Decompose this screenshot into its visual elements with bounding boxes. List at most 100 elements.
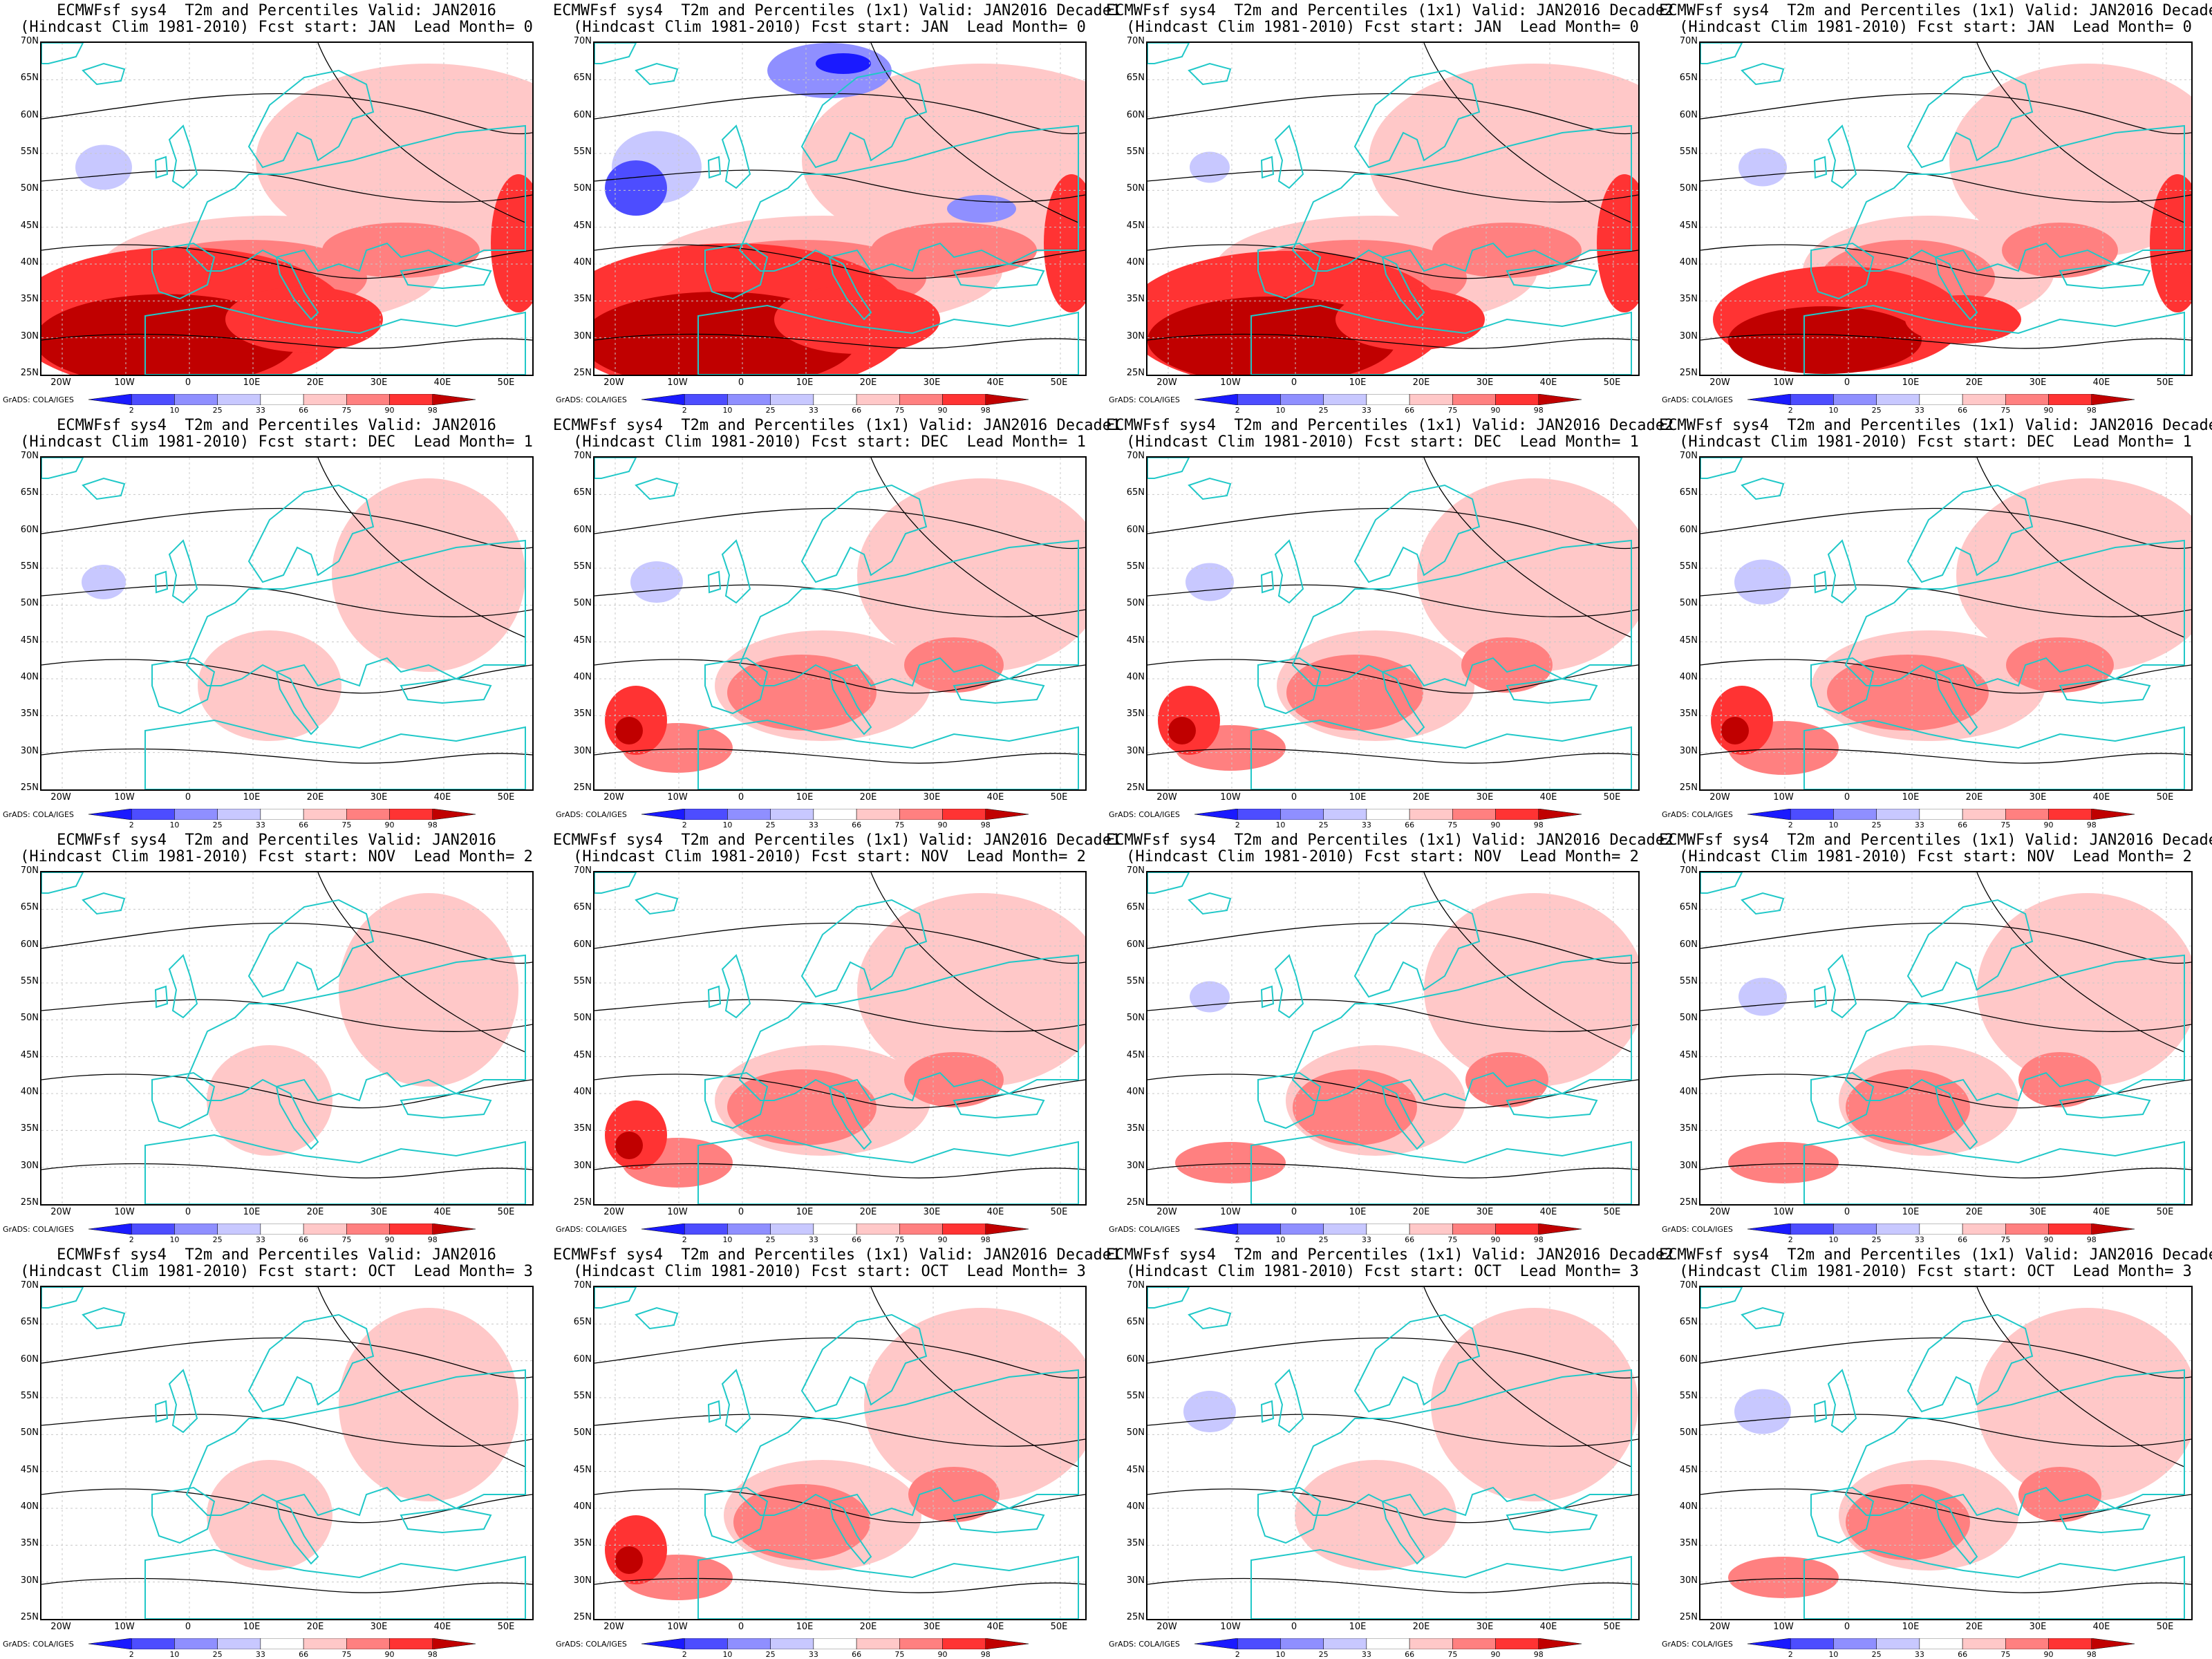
- coastline: [1810, 242, 1875, 300]
- isotherm-contours: [41, 1287, 532, 1593]
- colorbar-label: 98: [980, 1650, 991, 1659]
- colorbar-label: 33: [1914, 821, 1924, 830]
- coastline: [2059, 1507, 2151, 1534]
- colorbar-label: 33: [808, 821, 818, 830]
- colorbar-segment: [1538, 1224, 1582, 1235]
- colorbar-segment: [770, 394, 814, 405]
- colorbar-segment: [131, 1224, 175, 1235]
- isotherm-contours: [594, 1287, 1085, 1593]
- anomaly-map: [1147, 1287, 1638, 1619]
- coastline: [168, 954, 198, 1019]
- colorbar-segment: [1833, 809, 1877, 820]
- colorbar-label: 66: [299, 821, 309, 830]
- longitude-label: 30E: [923, 1622, 941, 1632]
- colorbar-segment: [1747, 394, 1791, 405]
- coastline: [41, 43, 84, 64]
- anomaly-map: [594, 872, 1085, 1204]
- longitude-label: 20W: [1709, 1622, 1730, 1632]
- grads-credit: GrADS: COLA/IGES: [3, 1225, 74, 1234]
- colorbar-segment: [1962, 1224, 2006, 1235]
- colorbar-segment: [985, 809, 1029, 820]
- anomaly-area: [1738, 977, 1787, 1016]
- colorbar-segment: [2005, 1224, 2049, 1235]
- colorbar-segment: [174, 1638, 218, 1649]
- colorbar-label: 90: [384, 406, 395, 415]
- colorbar-segment: [1237, 394, 1281, 405]
- coastline: [1506, 263, 1598, 290]
- latitude-label: 60N: [573, 524, 592, 535]
- panel-title: ECMWFsf sys4 T2m and Percentiles (1x1) V…: [1106, 2, 1674, 19]
- latitude-label: 60N: [1679, 524, 1698, 535]
- latitude-label: 50N: [1126, 1427, 1145, 1438]
- coastline: [275, 1500, 319, 1565]
- anomaly-area: [1044, 174, 1085, 312]
- coastline: [1257, 657, 1322, 715]
- anomaly-area: [816, 53, 871, 74]
- anomaly-area: [1369, 64, 1638, 257]
- longitude-label: 20W: [1709, 792, 1730, 803]
- longitude-label: 20W: [1156, 792, 1177, 803]
- longitude-label: 20E: [1965, 1622, 1983, 1632]
- colorbar-label: 2: [129, 1650, 134, 1659]
- colorbar-label: 10: [722, 1235, 733, 1244]
- latitude-label: 30N: [20, 330, 39, 341]
- longitude-label: 40E: [1539, 1207, 1557, 1217]
- anomaly-area: [727, 655, 877, 731]
- coastline: [800, 484, 928, 583]
- longitude-label: 10W: [1773, 1622, 1794, 1632]
- coastline: [1741, 892, 1785, 915]
- latitude-label: 60N: [1126, 109, 1145, 120]
- longitude-label: 20E: [1412, 1622, 1430, 1632]
- isotherm-contours: [1147, 872, 1638, 1179]
- latitude-label: 45N: [20, 1049, 39, 1060]
- coastline: [594, 872, 637, 894]
- longitude-label: 10E: [1902, 792, 1920, 803]
- isotherm-line: [1700, 584, 2191, 618]
- isotherm-line: [41, 1337, 532, 1379]
- longitude-label: 0: [185, 1207, 191, 1217]
- coastline: [1147, 872, 1190, 894]
- latitude-label: 70N: [1679, 1280, 1698, 1291]
- graticule: [41, 1287, 532, 1619]
- colorbar-segment: [684, 1638, 728, 1649]
- longitude-label: 40E: [1539, 377, 1557, 388]
- latitude-label: 40N: [573, 1087, 592, 1097]
- graticule: [1147, 458, 1638, 789]
- anomaly-area: [225, 286, 383, 353]
- latitude-label: 30N: [1679, 330, 1698, 341]
- coastline: [1188, 892, 1232, 915]
- coastlines: [1700, 872, 2185, 1204]
- isotherm-line: [1423, 872, 1632, 1053]
- isotherm-line: [1147, 659, 1638, 694]
- coastline: [41, 872, 84, 894]
- map-frame: [1146, 456, 1640, 791]
- isotherm-line: [594, 333, 1085, 349]
- coastline: [1257, 242, 1322, 300]
- colorbar-segment: [2048, 394, 2092, 405]
- isotherm-contours: [594, 458, 1085, 764]
- isotherm-line: [594, 1074, 1085, 1109]
- isotherm-line: [1976, 43, 2185, 223]
- colorbar-label: 2: [1235, 821, 1240, 830]
- colorbar-segment: [2091, 1638, 2135, 1649]
- coastline: [707, 156, 722, 179]
- colorbar-label: 98: [427, 1650, 438, 1659]
- coastline: [1250, 1548, 1632, 1619]
- isotherm-line: [41, 999, 532, 1033]
- isotherm-line: [41, 1488, 532, 1524]
- colorbar-segment: [260, 1224, 304, 1235]
- coastline: [1188, 62, 1232, 86]
- coastline: [1353, 69, 1481, 169]
- colorbar-label: 90: [937, 821, 948, 830]
- coastlines: [41, 1287, 526, 1619]
- colorbar-segment: [1538, 809, 1582, 820]
- coastline: [707, 570, 722, 594]
- anomaly-area: [857, 893, 1085, 1087]
- latitude-label: 60N: [1679, 1353, 1698, 1365]
- latitude-label: 25N: [20, 368, 39, 378]
- latitude-label: 25N: [20, 1197, 39, 1208]
- coastline: [1147, 1287, 1190, 1309]
- colorbar-label: 25: [1318, 406, 1329, 415]
- isotherm-contours: [1700, 1287, 2191, 1593]
- coastline: [1188, 1306, 1232, 1330]
